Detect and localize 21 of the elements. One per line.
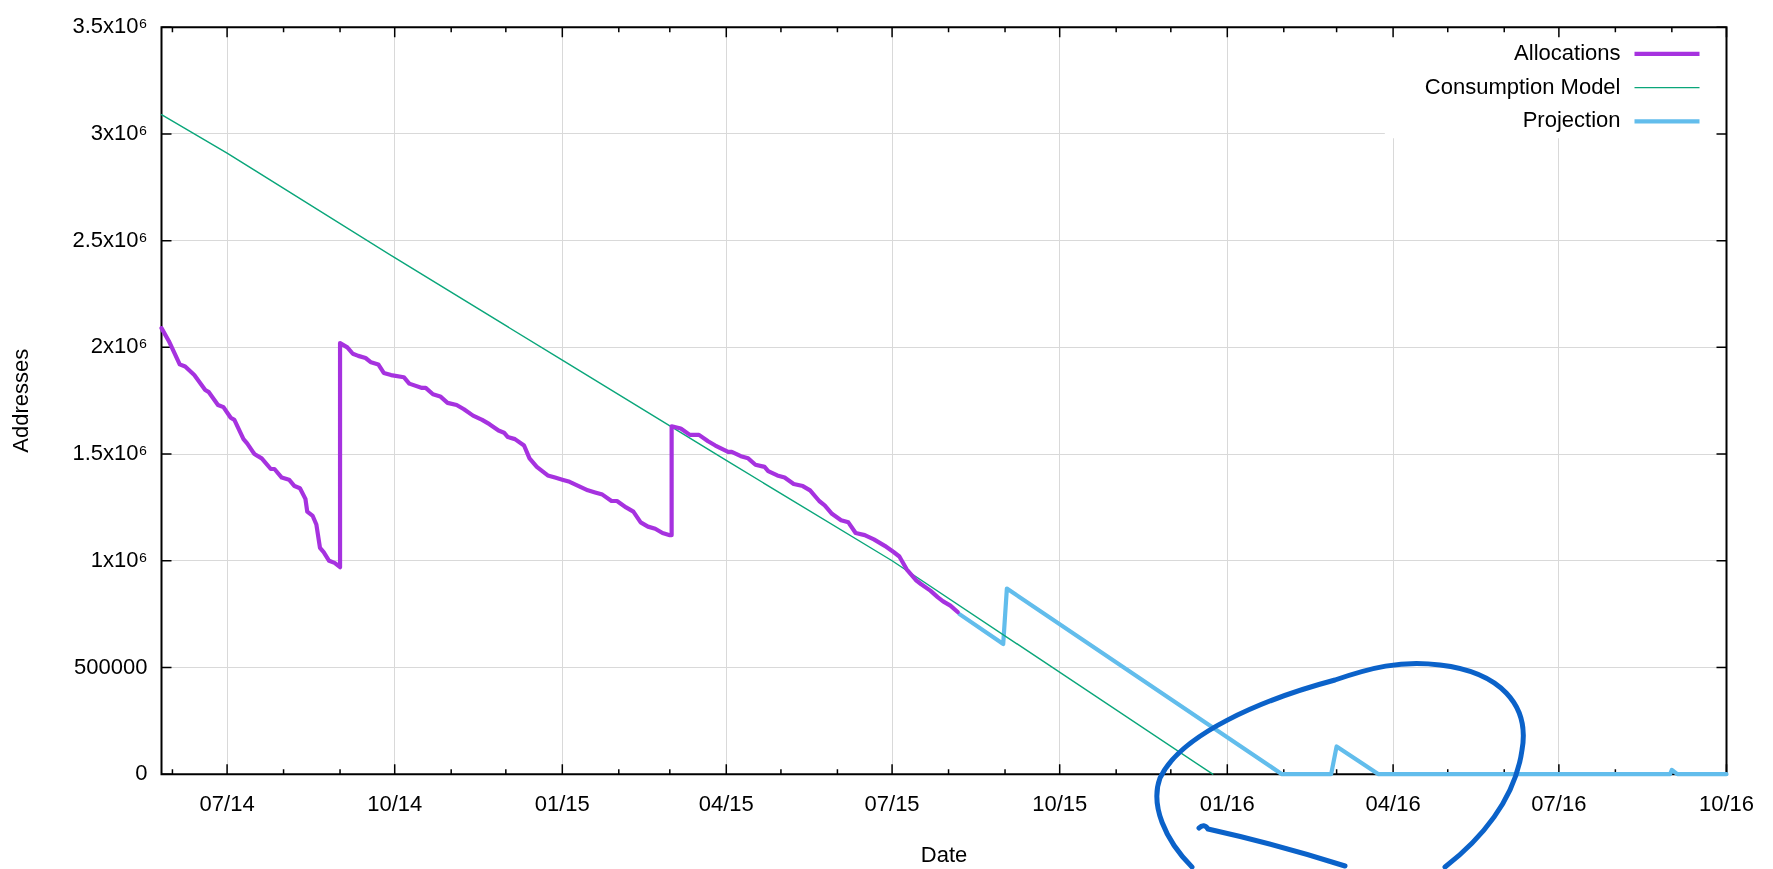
- x-tick-label: 10/16: [1698, 791, 1755, 817]
- y-tick-label: 1x10⁶: [90, 546, 148, 572]
- x-tick-label: 10/15: [1032, 791, 1088, 817]
- y-tick-label: 500000: [74, 653, 148, 679]
- y-tick-label: 0: [135, 760, 148, 786]
- x-tick-label: 07/15: [864, 791, 920, 817]
- legend-label: Consumption Model: [1424, 73, 1621, 99]
- y-tick-label: 2.5x10⁶: [72, 226, 148, 252]
- x-tick-label: 07/14: [199, 791, 255, 817]
- x-axis-title: Date: [920, 841, 968, 867]
- y-tick-label: 1.5x10⁶: [72, 440, 148, 466]
- y-tick-label: 3x10⁶: [90, 119, 148, 145]
- x-tick-label: 10/14: [367, 791, 423, 817]
- y-axis-title: Addresses: [8, 348, 34, 453]
- y-tick-label: 2x10⁶: [90, 333, 148, 359]
- x-tick-label: 01/15: [534, 791, 590, 817]
- x-tick-label: 07/16: [1531, 791, 1587, 817]
- legend-label: Allocations: [1514, 39, 1621, 65]
- x-tick-label: 04/15: [698, 791, 754, 817]
- y-tick-label: 3.5x10⁶: [72, 13, 148, 39]
- legend-label: Projection: [1522, 107, 1621, 133]
